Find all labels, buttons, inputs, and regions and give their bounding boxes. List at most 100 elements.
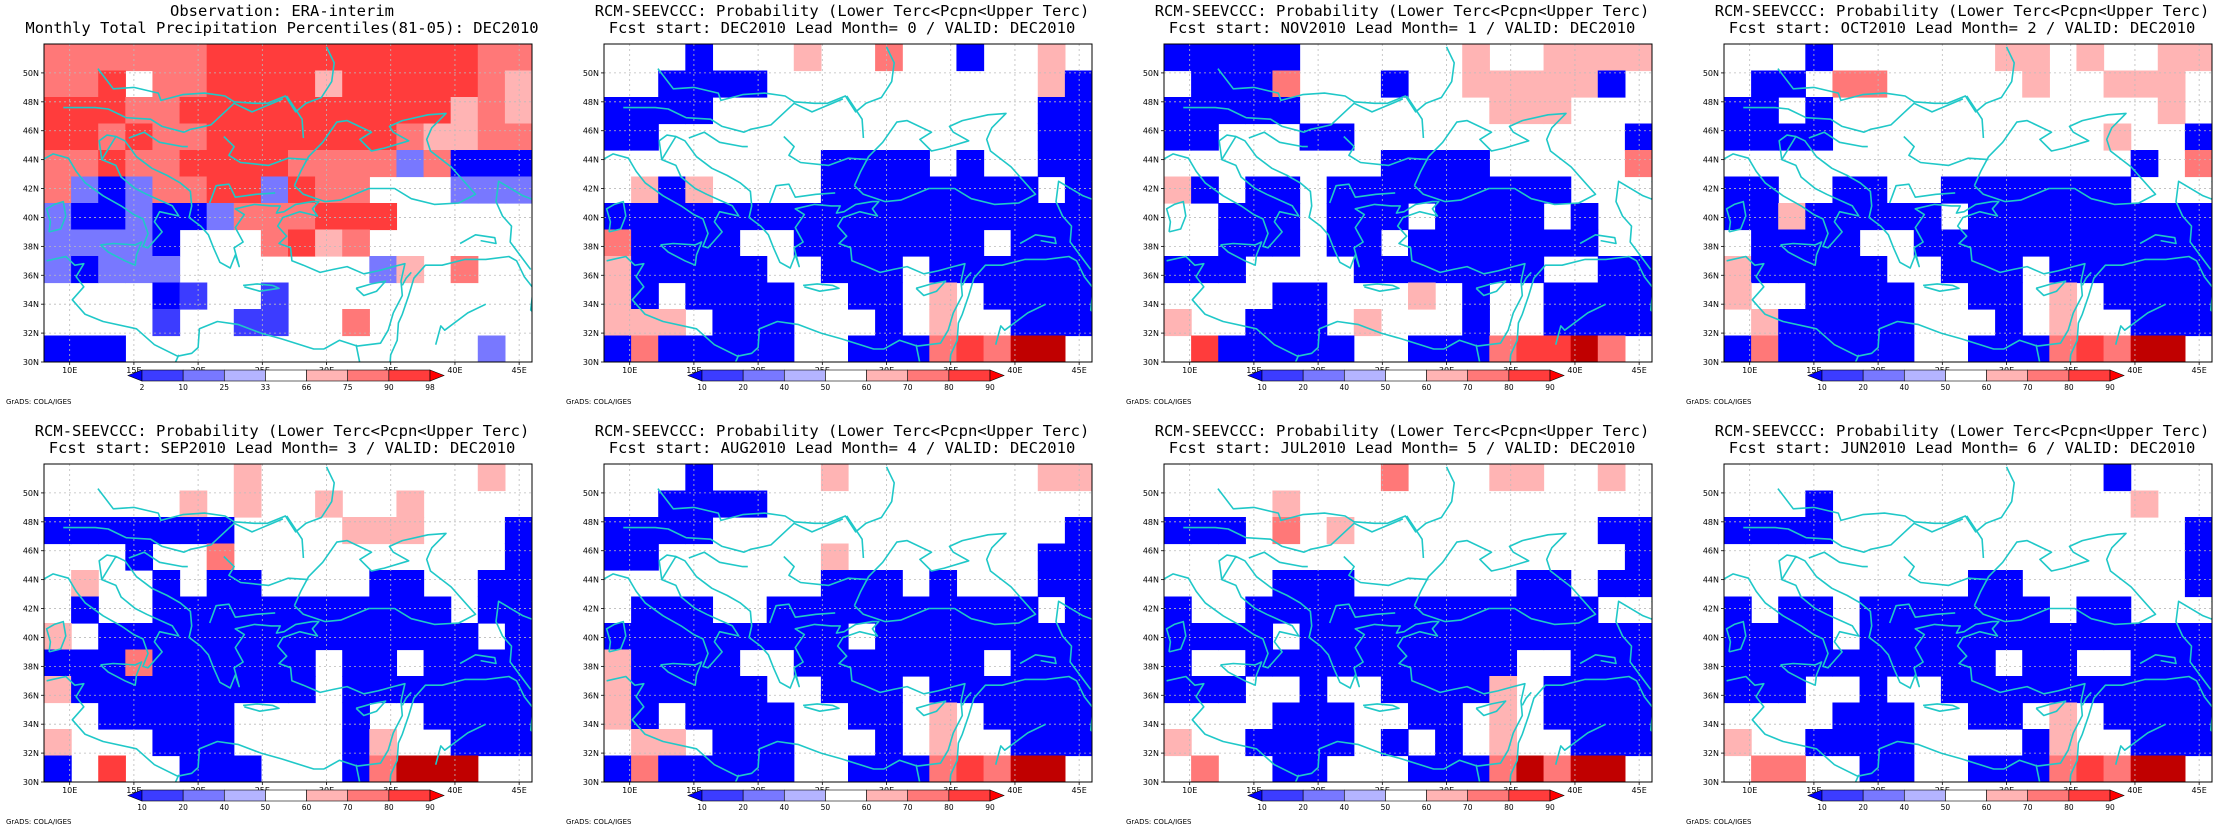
grid-cell: [1462, 203, 1490, 231]
legend-swatch: [1467, 789, 1510, 802]
grid-cell: [2049, 702, 2078, 730]
grid-cell: [1995, 309, 2023, 337]
lon-tick-label: 40E: [1567, 786, 1582, 795]
grid-cell: [2076, 176, 2105, 204]
grid-cell: [2076, 755, 2105, 782]
grid-cell: [685, 282, 714, 310]
grid-cell: [2103, 464, 2132, 492]
grid-cell: [1462, 44, 1490, 72]
grid-cell: [1218, 335, 1246, 362]
grid-cell: [739, 335, 768, 362]
legend-swatch: [388, 789, 431, 802]
legend-swatch: [1261, 369, 1304, 382]
grid-cell: [1913, 623, 1942, 651]
grid-cell: [929, 596, 958, 624]
lat-tick-label: 44N: [1703, 576, 1719, 585]
lon-tick-label: 10E: [62, 786, 77, 795]
grid-cell: [342, 309, 370, 337]
grid-cell: [685, 702, 714, 730]
grid-cell: [1805, 97, 1834, 125]
grid-cell: [1570, 229, 1599, 257]
coastline-icon: [1164, 46, 1652, 362]
grid-cell: [1516, 203, 1545, 231]
lon-tick-label: 10E: [622, 786, 637, 795]
grid-cell: [1164, 517, 1192, 545]
legend-swatch: [182, 369, 225, 382]
legend-label: 98: [425, 383, 435, 392]
grid-cell: [1037, 203, 1066, 231]
grid-cell: [1751, 335, 1779, 362]
grid-cell: [71, 70, 99, 98]
grid-cell: [206, 517, 235, 545]
legend-swatch: [182, 789, 225, 802]
grid-cell: [1940, 596, 1969, 624]
grid-cell: [152, 70, 181, 98]
grid-cell: [1516, 623, 1545, 651]
grid-cell: [875, 729, 903, 757]
grid-cell: [1859, 676, 1888, 704]
grid-cell: [1624, 543, 1652, 571]
legend-swatch: [347, 789, 390, 802]
grid-cell: [125, 256, 154, 284]
grid-cell: [71, 150, 99, 178]
grid-cell: [1191, 623, 1219, 651]
map-frame: [1163, 463, 1653, 783]
legend-swatch: [1508, 369, 1551, 382]
lat-tick-label: 32N: [1703, 749, 1719, 758]
grid-cell: [875, 702, 903, 730]
grid-cell: [685, 44, 714, 72]
probability-grid: [1164, 464, 1652, 782]
grid-cell: [658, 309, 686, 337]
grid-cell: [369, 97, 398, 125]
legend-swatch: [783, 369, 826, 382]
grid-cell: [1164, 596, 1192, 624]
grid-cell: [875, 150, 903, 178]
legend-swatch: [265, 789, 307, 802]
grid-cell: [504, 702, 532, 730]
lat-tick-label: 46N: [1143, 127, 1159, 136]
lat-tick-label: 34N: [1143, 720, 1159, 729]
legend-swatch: [1903, 369, 1946, 382]
grid-cell: [396, 570, 425, 598]
grid-cell: [2184, 203, 2212, 231]
grid-cell: [1408, 282, 1436, 310]
lat-tick-label: 34N: [583, 720, 599, 729]
grid-cell: [1245, 97, 1274, 125]
grid-cell: [983, 596, 1012, 624]
legend-label: 10: [697, 383, 707, 392]
legend-swatch: [1549, 369, 1565, 382]
grid-cell: [1326, 702, 1355, 730]
grid-cell: [1624, 256, 1652, 284]
grid-cell: [1462, 623, 1490, 651]
grid-cell: [1462, 755, 1490, 782]
lat-tick-label: 50N: [1703, 69, 1719, 78]
grid-cell: [342, 729, 370, 757]
grid-cell: [929, 203, 958, 231]
lat-tick-label: 44N: [23, 156, 39, 165]
grid-cell: [1191, 676, 1219, 704]
grid-cell: [1037, 309, 1066, 337]
grid-cell: [902, 623, 930, 651]
grid-cell: [658, 176, 686, 204]
panel-title-line1: RCM-SEEVCCC: Probability (Lower Terc<Pcp…: [35, 422, 530, 440]
grid-cell: [1886, 335, 1915, 362]
grid-cell: [1299, 755, 1328, 782]
grid-cell: [1435, 649, 1463, 677]
grid-cell: [2184, 729, 2212, 757]
grid-cell: [1913, 203, 1942, 231]
grid-cell: [820, 676, 849, 704]
grid-cell: [477, 570, 506, 598]
grid-cell: [1995, 623, 2023, 651]
grid-cell: [477, 176, 506, 204]
legend-label: 80: [1504, 383, 1514, 392]
grid-cell: [504, 729, 532, 757]
grid-cell: [1886, 755, 1915, 782]
grid-cell: [2022, 676, 2050, 704]
grid-cell: [1968, 623, 1996, 651]
grid-cell: [504, 676, 532, 704]
panel-title-line1: Observation: ERA-interim: [170, 2, 394, 20]
legend-label: 80: [2064, 383, 2074, 392]
grid-cell: [1832, 70, 1861, 98]
grid-cell: [71, 44, 99, 72]
